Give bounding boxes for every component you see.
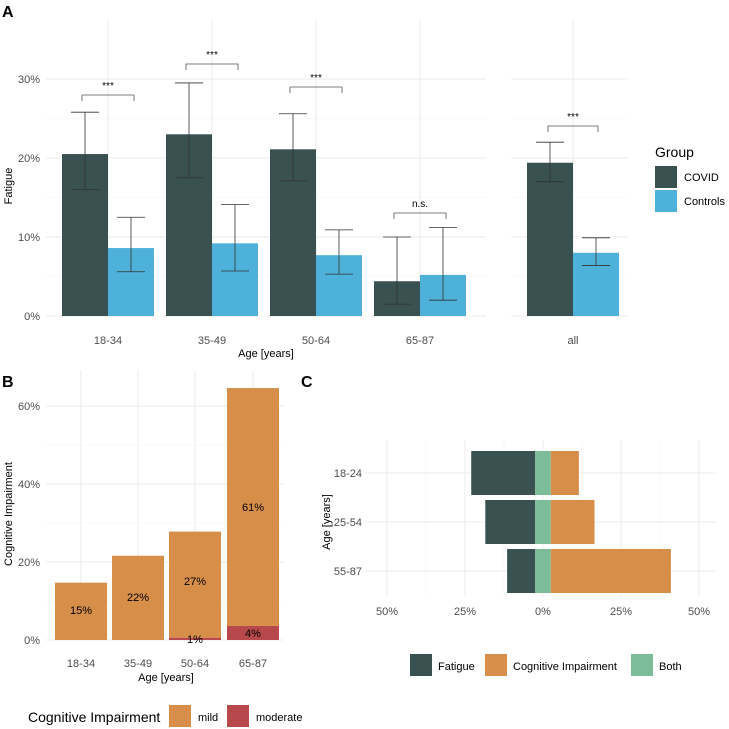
panel-b-bar-mild-65-87 (227, 388, 279, 626)
panel-a-xtick-label: 50-64 (302, 335, 330, 347)
panel-b-xlabel: Age [years] (138, 672, 194, 684)
panel-a-legend-title: Group (655, 144, 694, 160)
panel-c-xtick-label: 50% (688, 606, 710, 618)
panel-b-xtick-label: 35-49 (124, 658, 152, 670)
panel-a-significance-50-64-label: *** (310, 73, 322, 84)
panel-c-ylabel: Age [years] (321, 494, 333, 550)
panel-b-ytick-label: 0% (24, 635, 40, 647)
panel-b-legend-label-moderate: moderate (256, 712, 302, 724)
panel-b-data-label-mild: 27% (184, 576, 206, 588)
panel-a-significance-65-87-bracket (393, 212, 447, 219)
panel-label-a: A (2, 4, 14, 21)
panel-a-xtick-label: 18-34 (94, 335, 122, 347)
panel-label-b: B (2, 374, 14, 391)
panel-a-xtick-label: 65-87 (406, 335, 434, 347)
panel-c-ytick-label: 55-87 (334, 566, 362, 578)
panel-b-bar-mild-18-34 (55, 582, 107, 640)
panel-a-ylabel: Fatigue (3, 168, 15, 205)
panel-b-ytick-label: 20% (18, 557, 40, 569)
panel-b-bar-mild-50-64 (169, 531, 221, 638)
panel-c-legend-label: Fatigue (438, 661, 475, 673)
panel-a-xlabel: Age [years] (238, 348, 294, 360)
panel-c-bar-cognitive-25-54 (550, 500, 595, 544)
panel-b-cognitive-chart: 15% 22% 27% 61% 1% 4% 0% 20% 40% 60% 18-34 35-49 50-… (3, 370, 302, 727)
panel-c-bar-cognitive-55-87 (550, 549, 671, 593)
panel-c-xtick-label: 50% (376, 606, 398, 618)
panel-b-data-label-mild: 22% (127, 592, 149, 604)
panel-b-ytick-label: 40% (18, 479, 40, 491)
panel-c-diverging-chart: 18-24 25-54 55-87 50% 25% 0% 25% 50% Age [years]… (321, 440, 715, 676)
panel-c-legend-key (485, 654, 507, 676)
panel-b-bar-moderate-50-64 (169, 637, 221, 640)
panel-b-bar-mild-35-49 (112, 555, 164, 640)
panel-c-xtick-label: 0% (535, 606, 551, 618)
panel-a-significance-35-49-label: *** (206, 50, 218, 61)
panel-c-bar-fatigue-55-87 (507, 549, 536, 593)
panel-b-ylabel: Cognitive Impairment (3, 462, 15, 566)
panel-c-xtick-label: 25% (610, 606, 632, 618)
panel-c-bar-fatigue-18-24 (471, 451, 536, 495)
panel-a-significance-50-64-bracket (289, 86, 343, 93)
panel-a-ytick-label: 0% (24, 311, 40, 323)
panel-c-bar-both-55-87 (535, 549, 551, 593)
panel-a-fatigue-chart: *** *** *** n.s. *** 0% 10% 20% 30% 18-34 35-49 50-… (3, 20, 725, 360)
panel-c-legend-key (410, 654, 432, 676)
panel-b-data-label-mild: 61% (242, 502, 264, 514)
panel-a-bar-covid-all (527, 162, 573, 316)
panel-b-data-label-moderate: 1% (187, 634, 203, 646)
panel-b-ytick-label: 60% (18, 401, 40, 413)
panel-a-ytick-label: 10% (18, 232, 40, 244)
panel-b-legend-key-moderate (227, 705, 249, 727)
panel-a-significance-65-87-label: n.s. (412, 199, 428, 210)
panel-b-legend-label-mild: mild (198, 712, 218, 724)
panel-a-xtick-label: all (567, 335, 578, 347)
panel-b-xtick-label: 65-87 (239, 658, 267, 670)
panel-c-bar-cognitive-18-24 (550, 451, 579, 495)
panel-a-significance-18-34-label: *** (102, 81, 114, 92)
panel-c-bar-both-25-54 (535, 500, 551, 544)
panel-c-ytick-label: 18-24 (334, 468, 362, 480)
panel-b-legend-key-mild (169, 705, 191, 727)
panel-a-xtick-label: 35-49 (198, 335, 226, 347)
panel-a-legend-key-covid (655, 166, 677, 188)
panel-c-xtick-label: 25% (454, 606, 476, 618)
panel-a-ytick-label: 30% (18, 74, 40, 86)
panel-b-bar-moderate-65-87 (227, 625, 279, 640)
panel-b-xtick-label: 18-34 (67, 658, 95, 670)
panel-a-significance-all-label: *** (567, 112, 579, 123)
panel-c-legend-label: Cognitive Impairment (513, 661, 617, 673)
panel-c-bar-fatigue-25-54 (485, 500, 536, 544)
panel-a-legend-key-controls (655, 190, 677, 212)
panel-c-ytick-label: 25-54 (334, 517, 362, 529)
panel-b-legend-title: Cognitive Impairment (28, 709, 160, 725)
panel-a-significance-all-bracket (547, 125, 599, 132)
panel-c-legend-label: Both (659, 661, 682, 673)
panel-b-data-label-mild: 15% (70, 605, 92, 617)
panel-b-xtick-label: 50-64 (181, 658, 209, 670)
panel-a-ytick-label: 20% (18, 153, 40, 165)
panel-c-bar-both-18-24 (535, 451, 551, 495)
panel-a-legend-label-covid: COVID (684, 172, 719, 184)
panel-a-significance-35-49-bracket (185, 63, 239, 70)
panel-a-significance-18-34-bracket (81, 94, 135, 101)
panel-label-c: C (301, 374, 313, 391)
panel-b-data-label-moderate: 4% (245, 628, 261, 640)
panel-c-legend-key (631, 654, 653, 676)
panel-a-legend-label-controls: Controls (684, 196, 725, 208)
